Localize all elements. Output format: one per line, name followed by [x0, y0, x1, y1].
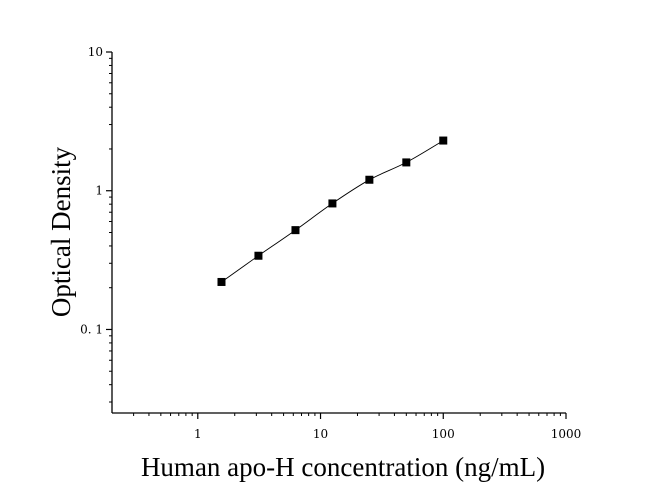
data-point: [402, 158, 411, 167]
data-point: [291, 226, 300, 235]
x-axis-ticks: 1 10 100 1000: [133, 413, 582, 441]
x-tick-label: 10: [313, 427, 328, 441]
x-tick-label: 1000: [551, 427, 582, 441]
data-point: [328, 199, 337, 208]
y-axis-title: Optical Density: [46, 146, 76, 317]
data-point: [217, 277, 226, 286]
y-axis-ticks: 0. 1 1 10: [80, 45, 112, 403]
data-points: [217, 136, 448, 286]
x-tick-label: 100: [432, 427, 455, 441]
data-point: [439, 136, 448, 145]
y-tick-label: 1: [95, 184, 103, 198]
x-tick-label: 1: [194, 427, 202, 441]
y-tick-label: 10: [88, 45, 103, 59]
axes: 0. 1 1 10 1 10 100 1000: [80, 45, 581, 441]
y-tick-label: 0. 1: [80, 322, 103, 336]
data-point: [254, 251, 263, 260]
x-axis-title: Human apo-H concentration (ng/mL): [141, 452, 545, 482]
data-point: [365, 175, 374, 184]
